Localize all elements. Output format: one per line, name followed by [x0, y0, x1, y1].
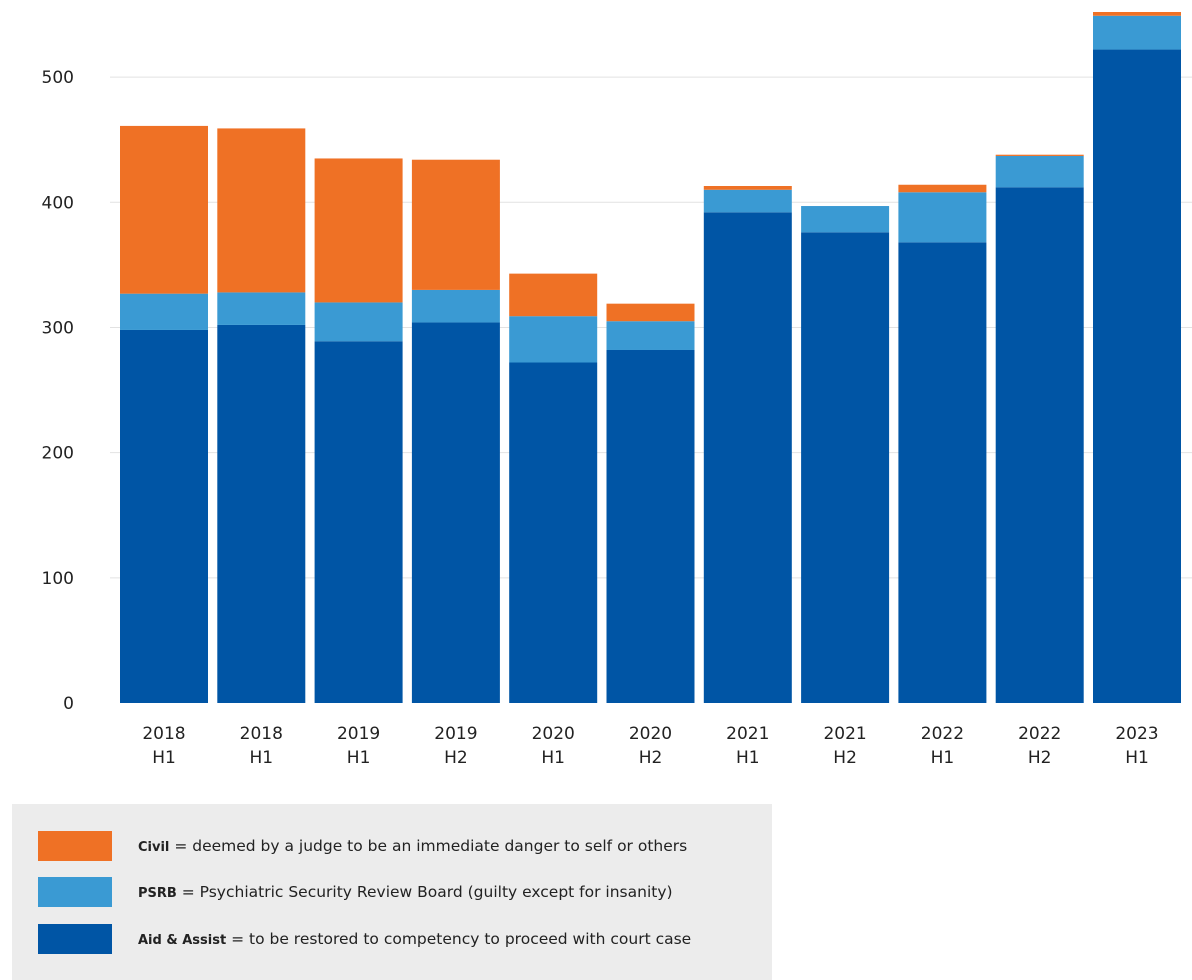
bar-segment-psrb-3 [411, 289, 500, 323]
bar-segment-psrb-6 [703, 189, 792, 213]
bar-segment-civil-5 [606, 303, 695, 322]
legend-swatch-psrb [38, 877, 112, 907]
bar-segment-aid-7 [801, 232, 890, 703]
x-tick-label-2: 2019 H1 [337, 724, 380, 768]
x-tick-year-4: 2020 [532, 724, 575, 744]
legend-term-aid-assist: Aid & Assist [138, 933, 227, 948]
bar-segment-psrb-10 [1093, 15, 1181, 50]
bar-segment-aid-4 [509, 362, 598, 703]
bar-segment-civil-8 [898, 184, 987, 193]
bar-segment-civil-1 [217, 128, 306, 293]
legend-text-aid-assist: Aid & Assist = to be restored to compete… [138, 930, 691, 948]
bar-segment-psrb-1 [217, 292, 306, 325]
legend-description-civil: = deemed by a judge to be an immediate d… [169, 837, 688, 855]
x-tick-year-3: 2019 [434, 724, 477, 744]
stacked-bar-chart: 0 100 200 300 400 500 2018 H1 2018 H1 2019 H1 2019 H… [42, 12, 1192, 768]
x-tick-half-5: H2 [639, 748, 663, 768]
x-tick-half-7: H2 [833, 748, 857, 768]
bar-segment-aid-3 [411, 322, 500, 703]
bar-segment-aid-0 [120, 329, 208, 703]
x-tick-year-10: 2023 [1115, 724, 1158, 744]
bar-segment-aid-1 [217, 324, 306, 703]
x-tick-label-8: 2022 H1 [921, 724, 964, 768]
bar-segment-civil-10 [1093, 12, 1181, 16]
legend-text-civil: Civil = deemed by a judge to be an immed… [138, 837, 687, 855]
legend: Civil = deemed by a judge to be an immed… [12, 804, 772, 980]
x-tick-year-2: 2019 [337, 724, 380, 744]
x-tick-half-3: H2 [444, 748, 468, 768]
bar-segment-psrb-5 [606, 321, 695, 350]
x-tick-label-6: 2021 H1 [726, 724, 769, 768]
x-tick-half-9: H2 [1028, 748, 1052, 768]
y-tick-label-200: 200 [42, 444, 74, 464]
bar-segment-civil-9 [995, 154, 1084, 156]
legend-item-psrb: PSRB = Psychiatric Security Review Board… [38, 877, 673, 907]
x-tick-label-7: 2021 H2 [823, 724, 866, 768]
bar-segment-aid-10 [1093, 49, 1181, 704]
x-tick-label-9: 2022 H2 [1018, 724, 1061, 768]
y-tick-label-100: 100 [42, 569, 74, 589]
x-tick-half-2: H1 [347, 748, 371, 768]
x-tick-label-5: 2020 H2 [629, 724, 672, 768]
bar-segment-psrb-9 [995, 155, 1084, 188]
legend-swatch-aid-assist [38, 924, 112, 954]
bar-segment-aid-6 [703, 212, 792, 703]
legend-swatch-civil [38, 831, 112, 861]
x-tick-half-1: H1 [249, 748, 273, 768]
bar-segment-psrb-4 [509, 316, 598, 363]
bar-segment-psrb-7 [801, 206, 890, 233]
bar-segment-aid-9 [995, 187, 1084, 704]
x-tick-half-8: H1 [931, 748, 955, 768]
legend-item-aid-assist: Aid & Assist = to be restored to compete… [38, 924, 691, 954]
bar-segment-civil-2 [314, 158, 403, 303]
y-tick-label-400: 400 [42, 193, 74, 213]
bar-segment-psrb-0 [120, 293, 208, 330]
x-tick-year-6: 2021 [726, 724, 769, 744]
bar-segment-psrb-8 [898, 192, 987, 243]
y-tick-label-0: 0 [63, 694, 74, 714]
bar-segment-aid-5 [606, 349, 695, 703]
x-tick-half-10: H1 [1125, 748, 1149, 768]
x-tick-label-10: 2023 H1 [1115, 724, 1158, 768]
x-tick-label-1: 2018 H1 [240, 724, 283, 768]
bar-segment-civil-4 [509, 273, 598, 317]
x-tick-year-9: 2022 [1018, 724, 1061, 744]
legend-text-psrb: PSRB = Psychiatric Security Review Board… [138, 883, 673, 901]
x-tick-half-0: H1 [152, 748, 176, 768]
legend-term-civil: Civil [138, 840, 170, 855]
bar-segment-aid-8 [898, 242, 987, 704]
x-tick-year-8: 2022 [921, 724, 964, 744]
y-tick-label-500: 500 [42, 68, 74, 88]
x-tick-year-0: 2018 [142, 724, 185, 744]
bar-segment-civil-6 [703, 186, 792, 190]
bar-segment-civil-3 [411, 159, 500, 290]
x-tick-half-6: H1 [736, 748, 760, 768]
legend-item-civil: Civil = deemed by a judge to be an immed… [38, 831, 687, 861]
y-axis-tick-labels: 0 100 200 300 400 500 [42, 68, 74, 714]
legend-description-aid-assist: = to be restored to competency to procee… [226, 930, 692, 948]
legend-description-psrb: = Psychiatric Security Review Board (gui… [176, 883, 673, 901]
bars [120, 12, 1181, 704]
x-tick-label-0: 2018 H1 [142, 724, 185, 768]
y-tick-label-300: 300 [42, 318, 74, 338]
x-tick-label-3: 2019 H2 [434, 724, 477, 768]
x-tick-year-7: 2021 [823, 724, 866, 744]
x-tick-year-1: 2018 [240, 724, 283, 744]
x-tick-half-4: H1 [541, 748, 565, 768]
bar-segment-psrb-2 [314, 302, 403, 342]
legend-term-psrb: PSRB [138, 886, 177, 901]
bar-segment-aid-2 [314, 341, 403, 703]
bar-segment-civil-0 [120, 125, 208, 294]
x-tick-year-5: 2020 [629, 724, 672, 744]
x-tick-label-4: 2020 H1 [532, 724, 575, 768]
